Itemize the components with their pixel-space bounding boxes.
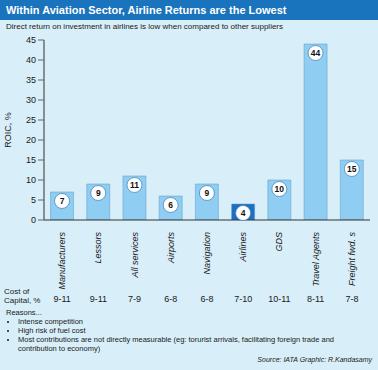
html-text:Source: IATA Graphic: R.Kandas: Source: IATA Graphic: R.Kandasamy — [257, 356, 372, 363]
svg-text:Manufacturers: Manufacturers — [57, 232, 67, 290]
html-text:Reasons...: Reasons... — [6, 308, 42, 317]
svg-text:Travel Agents: Travel Agents — [311, 232, 321, 287]
svg-text:10: 10 — [26, 175, 36, 185]
svg-text:9-11: 9-11 — [53, 294, 70, 304]
html-text:Intense competition: Intense competition — [18, 317, 83, 326]
svg-text:Navigation: Navigation — [202, 232, 212, 275]
svg-text:15: 15 — [347, 164, 357, 174]
svg-text:10-11: 10-11 — [268, 294, 290, 304]
html-text:Cost of Capital, %: Cost of Capital, % — [4, 287, 41, 305]
svg-text:9: 9 — [205, 188, 210, 198]
svg-text:6: 6 — [168, 200, 173, 210]
html-text:High risk of fuel cost: High risk of fuel cost — [18, 326, 86, 335]
svg-text:20: 20 — [26, 135, 36, 145]
html-text:Direct return on investment in: Direct return on investment in airlines … — [6, 22, 283, 31]
html-text:Within Aviation Sector, Airlin: Within Aviation Sector, Airline Returns … — [6, 4, 287, 16]
svg-text:7-9: 7-9 — [128, 294, 141, 304]
svg-text:All services: All services — [130, 232, 140, 279]
svg-text:40: 40 — [26, 55, 36, 65]
svg-text:GDS: GDS — [274, 232, 284, 252]
svg-text:Airports: Airports — [166, 232, 176, 265]
svg-text:25: 25 — [26, 115, 36, 125]
html-text:Most contributions are not dir: Most contributions are not directly meas… — [18, 335, 334, 353]
svg-text:11: 11 — [130, 180, 139, 190]
svg-text:9-11: 9-11 — [90, 294, 107, 304]
svg-text:7: 7 — [60, 196, 65, 206]
svg-text:4: 4 — [241, 208, 246, 218]
svg-text:35: 35 — [26, 75, 36, 85]
svg-text:ROIC, %: ROIC, % — [3, 112, 13, 148]
svg-text:10: 10 — [275, 184, 285, 194]
svg-text:7-8: 7-8 — [345, 294, 358, 304]
svg-text:15: 15 — [26, 155, 36, 165]
svg-text:6-8: 6-8 — [200, 294, 213, 304]
svg-text:8-11: 8-11 — [307, 294, 324, 304]
svg-text:5: 5 — [31, 195, 36, 205]
svg-text:0: 0 — [31, 215, 36, 225]
svg-text:Airlines: Airlines — [238, 232, 248, 263]
svg-text:Freight fwd. s: Freight fwd. s — [347, 232, 357, 287]
svg-text:9: 9 — [96, 188, 101, 198]
svg-text:6-8: 6-8 — [164, 294, 177, 304]
svg-text:45: 45 — [26, 35, 36, 45]
svg-text:Lessors: Lessors — [93, 232, 103, 264]
svg-text:44: 44 — [311, 48, 321, 58]
svg-text:30: 30 — [26, 95, 36, 105]
svg-text:7-10: 7-10 — [234, 294, 252, 304]
